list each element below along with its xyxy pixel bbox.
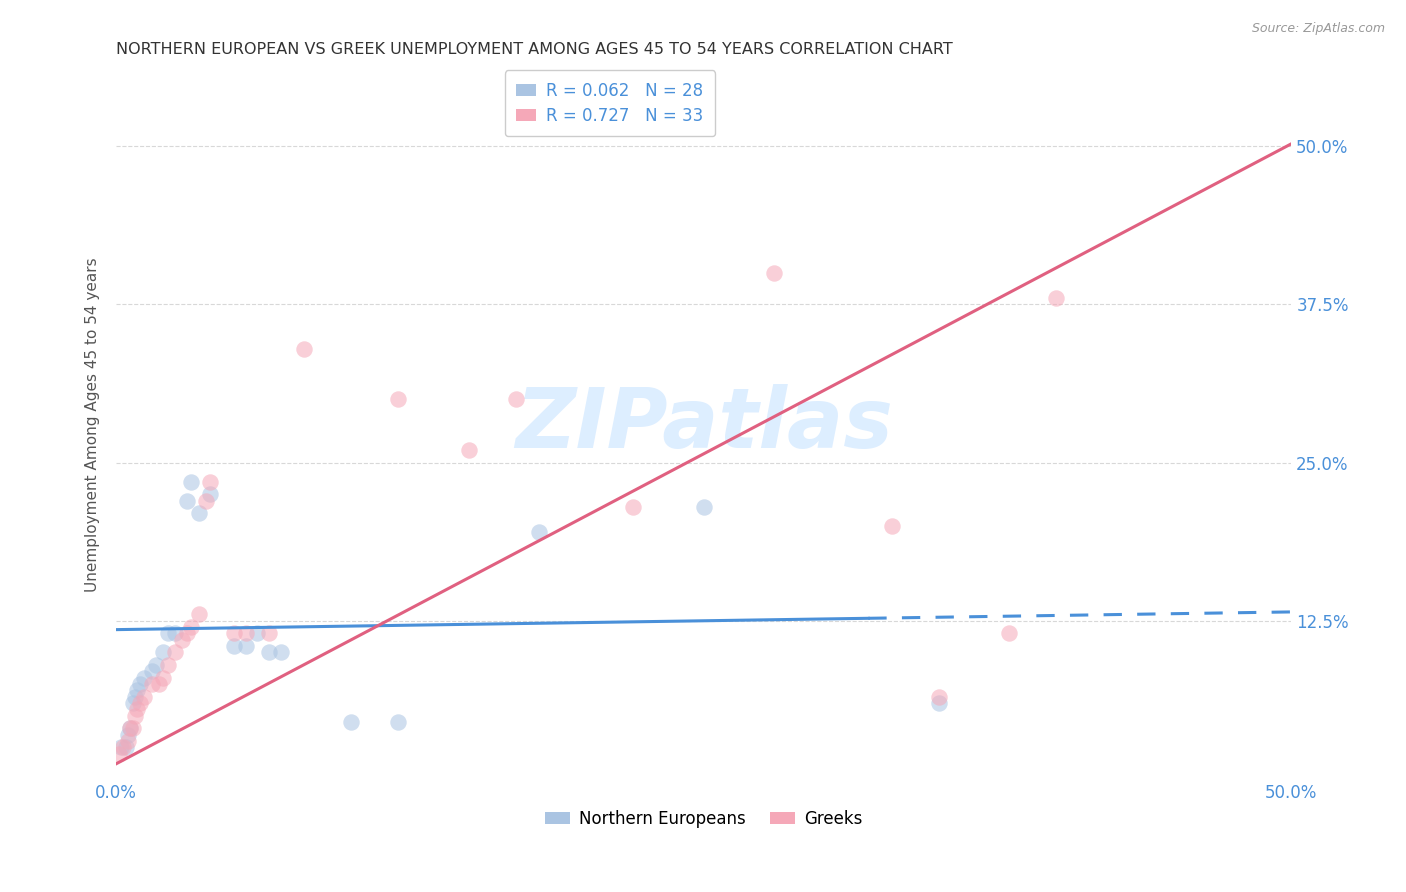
Point bbox=[187, 506, 209, 520]
Point bbox=[156, 658, 179, 673]
Point bbox=[152, 645, 174, 659]
Point bbox=[134, 690, 156, 704]
Point bbox=[121, 696, 143, 710]
Point bbox=[127, 702, 149, 716]
Point bbox=[163, 645, 186, 659]
Point bbox=[128, 677, 150, 691]
Point bbox=[134, 671, 156, 685]
Point bbox=[114, 740, 136, 755]
Point bbox=[107, 747, 129, 761]
Point bbox=[145, 658, 167, 673]
Text: ZIPatlas: ZIPatlas bbox=[515, 384, 893, 465]
Point bbox=[156, 626, 179, 640]
Point bbox=[505, 392, 527, 407]
Point bbox=[235, 626, 257, 640]
Point bbox=[246, 626, 269, 640]
Point bbox=[200, 475, 222, 489]
Point bbox=[148, 677, 170, 691]
Point bbox=[763, 266, 786, 280]
Point bbox=[621, 500, 644, 514]
Point bbox=[120, 721, 142, 735]
Point bbox=[128, 696, 150, 710]
Point bbox=[112, 740, 135, 755]
Point bbox=[176, 493, 198, 508]
Point bbox=[117, 734, 139, 748]
Point bbox=[180, 475, 202, 489]
Point bbox=[127, 683, 149, 698]
Point bbox=[117, 728, 139, 742]
Point bbox=[270, 645, 292, 659]
Point bbox=[257, 645, 280, 659]
Point bbox=[693, 500, 716, 514]
Point bbox=[222, 626, 245, 640]
Point bbox=[292, 342, 315, 356]
Point bbox=[120, 721, 142, 735]
Point bbox=[340, 714, 363, 729]
Point bbox=[194, 493, 217, 508]
Point bbox=[124, 708, 146, 723]
Text: Source: ZipAtlas.com: Source: ZipAtlas.com bbox=[1251, 22, 1385, 36]
Point bbox=[928, 696, 950, 710]
Point bbox=[110, 740, 132, 755]
Point bbox=[387, 392, 409, 407]
Y-axis label: Unemployment Among Ages 45 to 54 years: Unemployment Among Ages 45 to 54 years bbox=[86, 258, 100, 592]
Point bbox=[222, 639, 245, 653]
Point bbox=[141, 665, 163, 679]
Point bbox=[387, 714, 409, 729]
Point bbox=[200, 487, 222, 501]
Point bbox=[124, 690, 146, 704]
Point bbox=[176, 626, 198, 640]
Point bbox=[163, 626, 186, 640]
Point bbox=[529, 525, 551, 540]
Point bbox=[928, 690, 950, 704]
Point bbox=[170, 632, 193, 647]
Point bbox=[257, 626, 280, 640]
Point bbox=[121, 721, 143, 735]
Text: NORTHERN EUROPEAN VS GREEK UNEMPLOYMENT AMONG AGES 45 TO 54 YEARS CORRELATION CH: NORTHERN EUROPEAN VS GREEK UNEMPLOYMENT … bbox=[117, 42, 953, 57]
Point bbox=[235, 639, 257, 653]
Point bbox=[141, 677, 163, 691]
Point bbox=[1045, 291, 1067, 305]
Legend: Northern Europeans, Greeks: Northern Europeans, Greeks bbox=[538, 803, 869, 834]
Point bbox=[180, 620, 202, 634]
Point bbox=[152, 671, 174, 685]
Point bbox=[880, 519, 903, 533]
Point bbox=[457, 442, 479, 457]
Point bbox=[187, 607, 209, 622]
Point bbox=[998, 626, 1021, 640]
